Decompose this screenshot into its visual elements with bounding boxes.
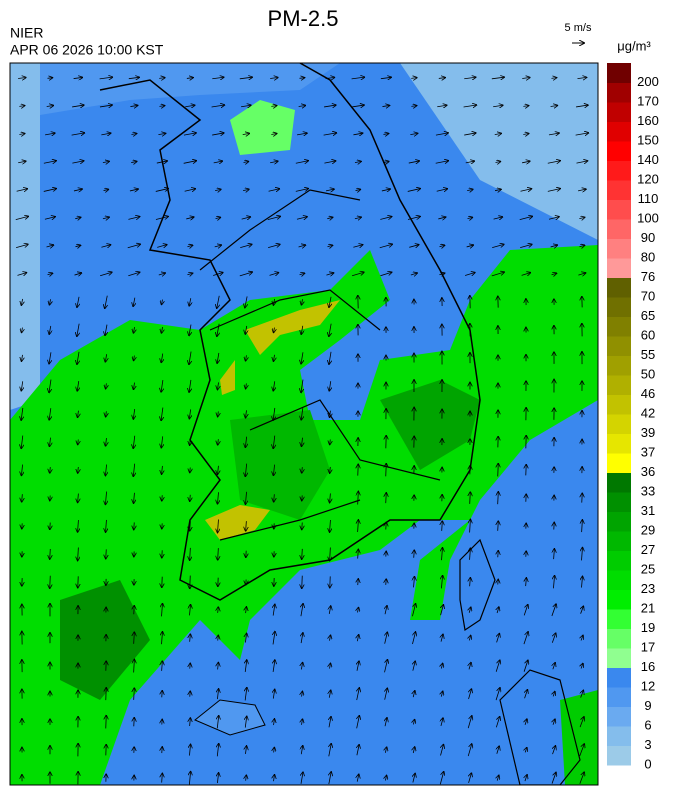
colorbar-segment xyxy=(607,551,631,571)
colorbar-segment xyxy=(607,63,631,83)
colorbar-label: 36 xyxy=(641,464,655,479)
colorbar-label: 25 xyxy=(641,561,655,576)
colorbar-segment xyxy=(607,512,631,532)
colorbar-segment xyxy=(607,278,631,298)
wind-arrow xyxy=(386,493,387,503)
agency: NIER xyxy=(10,25,43,41)
map xyxy=(10,63,598,785)
colorbar-label: 19 xyxy=(641,620,655,635)
colorbar-label: 90 xyxy=(641,230,655,245)
wind-arrow xyxy=(190,576,191,589)
colorbar-segment xyxy=(607,434,631,454)
colorbar-segment xyxy=(607,492,631,512)
colorbar-label: 6 xyxy=(644,717,651,732)
colorbar-label: 110 xyxy=(638,191,659,206)
colorbar-segment xyxy=(607,726,631,746)
colorbar-segment xyxy=(607,102,631,122)
colorbar-label: 27 xyxy=(641,542,655,557)
colorbar-label: 29 xyxy=(641,522,655,537)
colorbar-segment xyxy=(607,83,631,103)
colorbar-segment xyxy=(607,356,631,376)
colorbar-segment xyxy=(607,453,631,473)
colorbar-segment xyxy=(607,414,631,434)
wind-arrow xyxy=(302,523,303,530)
wind-arrow xyxy=(134,522,135,529)
wind-arrow xyxy=(358,579,359,585)
colorbar-segment xyxy=(607,590,631,610)
wind-arrow xyxy=(414,550,415,557)
colorbar-label: 170 xyxy=(637,93,659,108)
colorbar-label: 21 xyxy=(641,600,655,615)
colorbar-segment xyxy=(607,629,631,649)
colorbar-label: 80 xyxy=(641,249,655,264)
colorbar-label: 12 xyxy=(641,678,655,693)
wind-arrow xyxy=(302,576,303,589)
colorbar-label: 46 xyxy=(641,386,655,401)
colorbar-label: 31 xyxy=(641,503,655,518)
wind-arrow xyxy=(498,464,499,477)
colorbar-segment xyxy=(607,161,631,181)
colorbar-segment xyxy=(607,473,631,493)
colorbar-label: 65 xyxy=(641,308,655,323)
colorbar-label: 160 xyxy=(637,113,659,128)
unit: μg/m³ xyxy=(617,38,651,53)
wind-arrow xyxy=(190,691,191,696)
wind-arrow xyxy=(190,495,191,501)
wind-arrow xyxy=(386,464,387,477)
colorbar-segment xyxy=(607,375,631,395)
colorbar-segment xyxy=(607,609,631,629)
colorbar-label: 140 xyxy=(637,152,659,167)
colorbar-segment xyxy=(607,258,631,278)
colorbar-segment xyxy=(607,336,631,356)
colorbar-label: 37 xyxy=(641,444,655,459)
colorbar-segment xyxy=(607,648,631,668)
colorbar-segment xyxy=(607,239,631,259)
wind-arrow xyxy=(190,468,191,473)
colorbar-segment xyxy=(607,122,631,142)
wind-arrow xyxy=(106,549,107,558)
colorbar-label: 120 xyxy=(637,171,659,186)
wind-arrow xyxy=(50,576,51,589)
colorbar-segment xyxy=(607,668,631,688)
colorbar-segment xyxy=(607,570,631,590)
wind-scale-label: 5 m/s xyxy=(565,22,592,34)
colorbar-label: 0 xyxy=(644,756,651,771)
timestamp: APR 06 2026 10:00 KST xyxy=(10,42,164,58)
colorbar-segment xyxy=(607,707,631,727)
colorbar-segment xyxy=(607,531,631,551)
colorbar-segment xyxy=(607,180,631,200)
colorbar-label: 76 xyxy=(641,269,655,284)
colorbar-segment xyxy=(607,687,631,707)
colorbar-label: 200 xyxy=(637,74,659,89)
colorbar-label: 17 xyxy=(641,639,655,654)
wind-arrow xyxy=(218,635,219,640)
colorbar-segment xyxy=(607,200,631,220)
colorbar-segment xyxy=(607,317,631,337)
colorbar-label: 39 xyxy=(641,425,655,440)
title: PM-2.5 xyxy=(268,6,339,31)
colorbar-segment xyxy=(607,297,631,317)
colorbar-label: 150 xyxy=(637,132,659,147)
colorbar-label: 16 xyxy=(641,659,655,674)
colorbar-label: 55 xyxy=(641,347,655,362)
colorbar-label: 33 xyxy=(641,483,655,498)
region xyxy=(10,63,40,410)
colorbar-label: 42 xyxy=(641,405,655,420)
colorbar-label: 9 xyxy=(644,698,651,713)
colorbar-label: 100 xyxy=(637,210,659,225)
colorbar-segment xyxy=(607,395,631,415)
colorbar-label: 50 xyxy=(641,366,655,381)
colorbar-label: 3 xyxy=(644,737,651,752)
colorbar-segment xyxy=(607,746,631,766)
colorbar: 0369121617192123252729313336373942465055… xyxy=(607,63,659,771)
colorbar-label: 60 xyxy=(641,327,655,342)
colorbar-segment xyxy=(607,219,631,239)
colorbar-segment xyxy=(607,141,631,161)
colorbar-label: 70 xyxy=(641,288,655,303)
colorbar-label: 23 xyxy=(641,581,655,596)
